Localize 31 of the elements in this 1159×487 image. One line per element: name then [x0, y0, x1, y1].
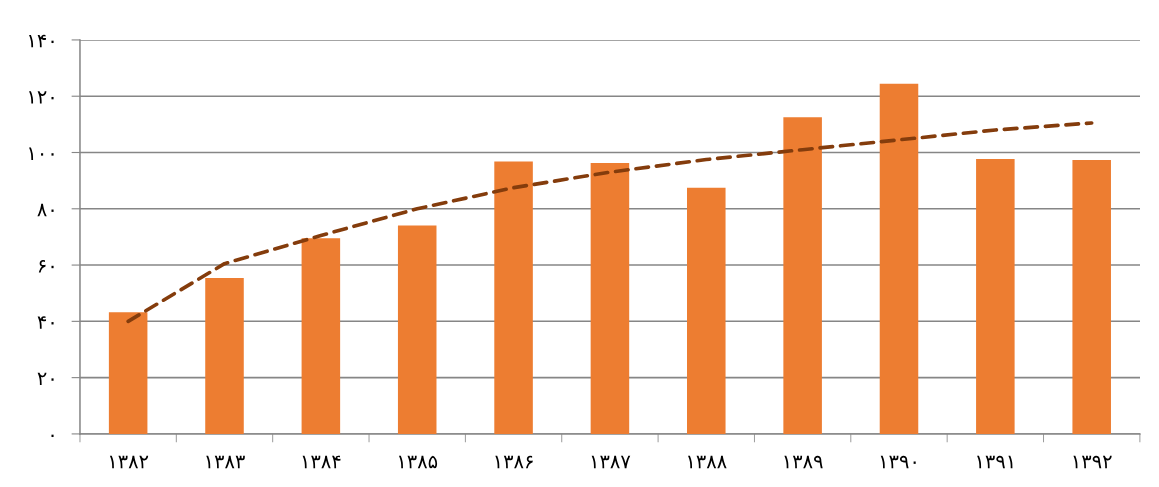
y-tick-label: ۱۲۰ [29, 91, 54, 104]
x-tick-label: ۱۳۹۰ [880, 455, 916, 469]
bar [494, 161, 533, 434]
y-tick-label: ۱۴۰ [29, 34, 54, 48]
x-tick-label: ۱۳۸۵ [398, 455, 438, 469]
y-tick-label: ۲۰ [37, 372, 54, 386]
y-tick-label: ۸۰ [37, 203, 54, 217]
x-tick-label: ۱۳۸۷ [591, 455, 631, 469]
x-tick-label: ۱۳۸۹ [784, 455, 823, 469]
y-tick-label: ۰ [51, 434, 54, 438]
x-tick-label: ۱۳۹۱ [977, 455, 1013, 469]
line-series [126, 121, 1094, 324]
y-tick-label: ۶۰ [38, 260, 54, 273]
bar [590, 162, 630, 434]
bar [205, 278, 244, 434]
x-tick-label: ۱۳۸۳ [206, 455, 245, 469]
bar [1072, 160, 1111, 434]
bar [397, 225, 437, 434]
bar [879, 83, 919, 434]
bar [976, 158, 1015, 434]
x-tick-label: ۱۳۸۸ [688, 455, 727, 469]
x-tick-label: ۱۳۹۲ [1073, 455, 1112, 469]
bar [687, 187, 726, 434]
x-tick-label: ۱۳۸۶ [495, 455, 533, 469]
bar [783, 117, 822, 434]
y-tick-label: ۱۰۰ [29, 147, 54, 160]
y-tick-label: ۴۰ [37, 316, 54, 329]
bar [108, 312, 148, 434]
bar [301, 238, 341, 434]
x-tick-label: ۱۳۸۴ [302, 455, 341, 469]
x-tick-label: ۱۳۸۲ [109, 455, 149, 469]
